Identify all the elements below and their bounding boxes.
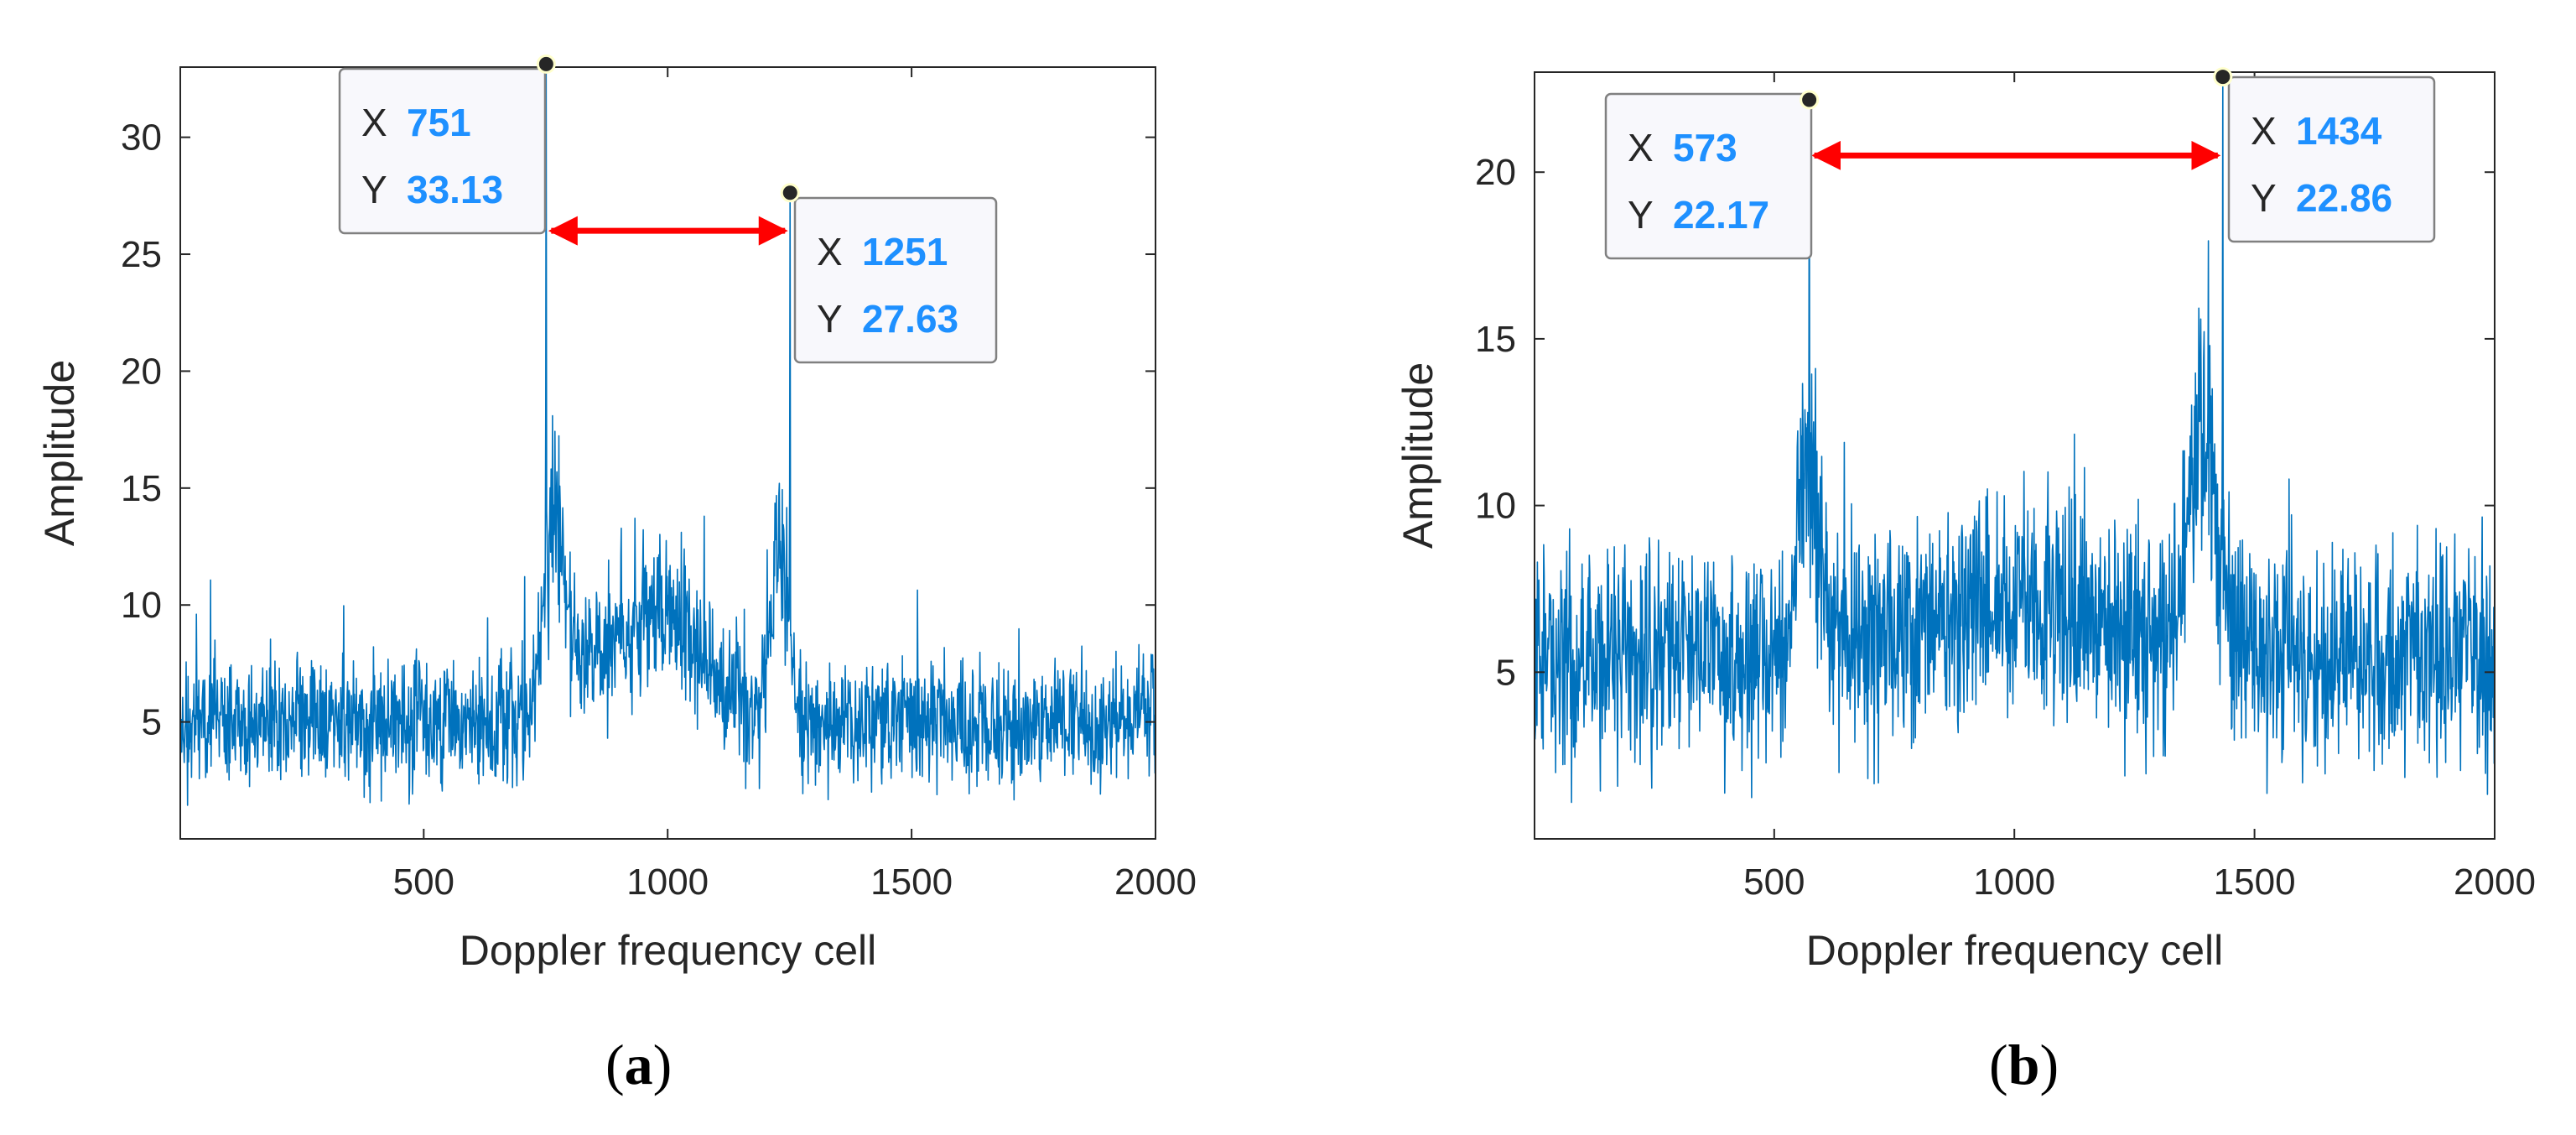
x-tick-label-2000: 2000 <box>2454 862 2536 903</box>
datatip-x-value: 1251 <box>862 230 948 273</box>
x-tick-label-2000: 2000 <box>1114 862 1197 903</box>
chart-a: 500 1000 1500 2000 5 10 15 20 25 30 Doppler freque… <box>36 54 1197 974</box>
datatip-box <box>2227 75 2436 243</box>
y-axis-label: Amplitude <box>36 360 83 546</box>
peak-marker-2 <box>2213 67 2233 87</box>
y-tick-label-10: 10 <box>121 585 162 626</box>
series-line <box>1534 75 2496 804</box>
datatip-x-value: 573 <box>1673 126 1737 169</box>
datatip-x-label: X <box>817 230 843 273</box>
y-tick-label-15: 15 <box>1475 319 1516 360</box>
datatip-y-label: Y <box>2251 176 2277 220</box>
peak-marker-2 <box>780 183 800 203</box>
x-axis-label: Doppler frequency cell <box>1806 927 2224 974</box>
x-tick-label-500: 500 <box>1743 862 1805 903</box>
x-tick-label-1500: 1500 <box>2214 862 2296 903</box>
panel-label-b-letter: b <box>2007 1033 2040 1096</box>
datatip-box <box>1604 92 1813 260</box>
y-tick-label-5: 5 <box>142 702 162 743</box>
x-tick-label-1500: 1500 <box>870 862 953 903</box>
datatip-y-value: 33.13 <box>407 168 503 211</box>
datatip-y-value: 27.63 <box>862 297 958 341</box>
datatip-1: X 573 Y 22.17 <box>1604 92 1813 260</box>
chart-b: 500 1000 1500 2000 5 10 15 20 Doppler frequency … <box>1394 67 2536 974</box>
datatip-1: X 751 Y 33.13 <box>338 67 547 235</box>
datatip-2: X 1434 Y 22.86 <box>2227 75 2436 243</box>
datatip-box <box>793 196 998 364</box>
datatip-x-label: X <box>1628 126 1654 169</box>
x-tick-label-1000: 1000 <box>1973 862 2055 903</box>
y-tick-label-20: 20 <box>1475 152 1516 193</box>
datatip-x-label: X <box>2251 109 2277 153</box>
x-tick-label-1000: 1000 <box>626 862 709 903</box>
panel-label-a: (a) <box>605 1033 673 1096</box>
datatip-y-value: 22.17 <box>1673 193 1769 237</box>
y-tick-label-25: 25 <box>121 234 162 275</box>
x-axis-label: Doppler frequency cell <box>460 927 877 974</box>
y-tick-label-20: 20 <box>121 351 162 392</box>
y-tick-label-10: 10 <box>1475 486 1516 527</box>
series-line <box>179 63 1156 806</box>
x-tick-label-500: 500 <box>393 862 454 903</box>
panel-label-b: (b) <box>1989 1033 2059 1096</box>
datatip-x-value: 751 <box>407 101 471 144</box>
y-axis-label: Amplitude <box>1394 362 1441 549</box>
y-tick-label-5: 5 <box>1496 652 1516 693</box>
datatip-y-value: 22.86 <box>2296 176 2392 220</box>
datatip-y-label: Y <box>361 168 387 211</box>
datatip-2: X 1251 Y 27.63 <box>793 196 998 364</box>
datatip-x-value: 1434 <box>2296 109 2382 153</box>
peak-marker-1 <box>536 54 556 74</box>
y-tick-label-15: 15 <box>121 468 162 509</box>
datatip-x-label: X <box>361 101 387 144</box>
datatip-box <box>338 67 547 235</box>
datatip-y-label: Y <box>1628 193 1654 237</box>
peak-marker-1 <box>1800 90 1820 110</box>
y-tick-label-30: 30 <box>121 117 162 159</box>
panel-label-a-letter: a <box>624 1033 653 1096</box>
datatip-y-label: Y <box>817 297 843 341</box>
